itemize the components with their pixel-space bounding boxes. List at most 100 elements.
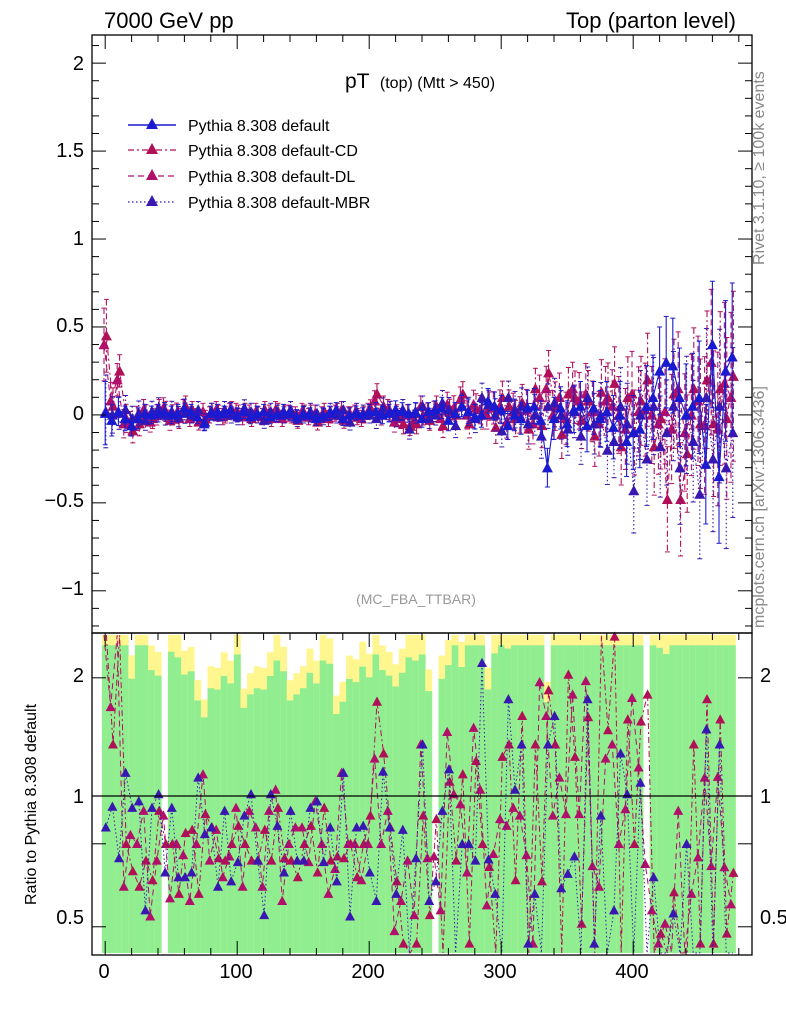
ratio-point-dl: [277, 895, 288, 905]
data-point-default: [687, 400, 699, 411]
data-point-default: [139, 407, 151, 418]
ratio-band-green: [610, 645, 617, 953]
ratio-point-dl: [495, 813, 505, 824]
ratio-point-mbr: [424, 895, 435, 905]
data-point-dl: [454, 393, 466, 404]
ratio-point-mbr: [437, 805, 448, 815]
data-point-cd: [576, 414, 588, 425]
data-point-default: [654, 365, 666, 376]
data-point-mbr: [601, 444, 613, 455]
data-point-default: [106, 414, 118, 425]
ratio-point-cd: [464, 938, 475, 948]
ratio-point-cd: [365, 810, 376, 820]
ratio-point-cd: [636, 716, 646, 726]
data-point-mbr: [502, 391, 514, 402]
ratio-point-mbr: [226, 876, 237, 886]
legend-entry-dl: Pythia 8.308 default-DL: [128, 169, 355, 186]
ratio-band-green: [702, 645, 710, 953]
ratio-band-green: [233, 654, 241, 953]
ratio-point-cd: [431, 813, 442, 824]
data-point-mbr: [489, 409, 501, 420]
data-point-dl: [567, 383, 579, 394]
ratio-point-dl: [376, 838, 387, 849]
ratio-point-dl: [712, 771, 723, 781]
ratio-point-mbr: [206, 822, 217, 832]
ratio-point-dl: [673, 805, 684, 815]
data-point-default: [541, 462, 553, 473]
ratio-point-dl: [646, 905, 657, 915]
ratio-point-mbr: [285, 805, 296, 815]
ratio-point-cd: [127, 865, 138, 876]
data-point-cd: [490, 421, 502, 432]
ratio-point-dl: [264, 805, 274, 815]
data-point-default: [640, 400, 652, 411]
ratio-point-cd: [411, 938, 422, 948]
ratio-point-cd: [537, 876, 547, 886]
ratio-point-mbr: [298, 855, 309, 865]
data-point-default: [614, 409, 626, 420]
ratio-band-green: [412, 660, 419, 953]
ratio-point-dl: [653, 938, 664, 948]
legend: Pythia 8.308 default Pythia 8.308 defaul…: [128, 118, 370, 212]
ratio-point-mbr: [193, 772, 204, 782]
data-point-mbr: [311, 407, 323, 418]
data-point-dl: [652, 418, 664, 429]
mcplots-reference-label: mcplots.cern.ch [arXiv:1306.3436]: [751, 386, 768, 628]
ratio-band-green: [656, 647, 664, 953]
ratio-band-green: [715, 645, 723, 953]
data-point-default: [660, 356, 672, 367]
plot-title-sub: (top) (Mtt > 450): [380, 75, 495, 92]
ratio-point-cd: [233, 820, 244, 830]
ratio-point-mbr: [477, 657, 487, 667]
ratio-band-green: [451, 645, 459, 953]
ratio-point-mbr: [411, 853, 421, 863]
data-point-default: [627, 426, 639, 438]
ratio-point-mbr: [556, 883, 567, 893]
ratio-point-cd: [715, 714, 726, 724]
x-tick-labels: 0 100 200 300 400: [98, 961, 648, 983]
ratio-point-cd: [266, 855, 277, 865]
data-point-dl: [725, 391, 737, 402]
x-tick-label: 300: [483, 961, 516, 983]
ratio-point-dl: [297, 822, 307, 832]
ratio-point-mbr: [173, 871, 184, 882]
main-y-tick-label: 0.5: [56, 315, 84, 337]
data-point-mbr: [258, 414, 270, 425]
ratio-point-cd: [471, 755, 481, 766]
ratio-point-cd: [484, 861, 495, 872]
data-point-default: [647, 391, 659, 402]
ratio-point-mbr: [166, 802, 177, 812]
ratio-point-dl: [508, 802, 519, 812]
ratio-point-dl: [118, 881, 129, 891]
ratio-point-cd: [728, 867, 739, 877]
data-point-cd: [523, 423, 535, 434]
rivet-version-label: Rivet 3.1.10, ≥ 100k events: [751, 71, 768, 265]
ratio-point-dl: [184, 895, 195, 905]
main-y-tick-label: −0.5: [45, 490, 84, 512]
ratio-point-dl: [138, 805, 149, 815]
data-point-default: [700, 458, 712, 469]
ratio-point-mbr: [562, 868, 573, 878]
data-point-default: [112, 405, 124, 417]
ratio-point-mbr: [595, 810, 606, 820]
ratio-band-green: [563, 645, 571, 953]
data-point-mbr: [674, 462, 686, 473]
data-point-mbr: [641, 453, 653, 464]
ratio-point-dl: [481, 900, 492, 910]
ratio-point-cd: [451, 855, 462, 865]
ratio-y-tick-label-right: 2: [760, 665, 771, 687]
data-point-cd: [114, 365, 126, 376]
ratio-point-dl: [171, 838, 182, 849]
ratio-point-mbr: [714, 739, 725, 749]
data-point-dl: [712, 423, 724, 434]
ratio-band-green: [478, 645, 485, 953]
ratio-point-cd: [226, 838, 237, 849]
ratio-point-mbr: [397, 824, 408, 834]
ratio-band-green: [682, 645, 690, 953]
ratio-point-dl: [151, 855, 162, 865]
ratio-band-green: [709, 645, 716, 953]
ratio-band-green: [636, 645, 644, 953]
ratio-band-green: [101, 645, 109, 953]
ratio-point-cd: [193, 888, 204, 898]
